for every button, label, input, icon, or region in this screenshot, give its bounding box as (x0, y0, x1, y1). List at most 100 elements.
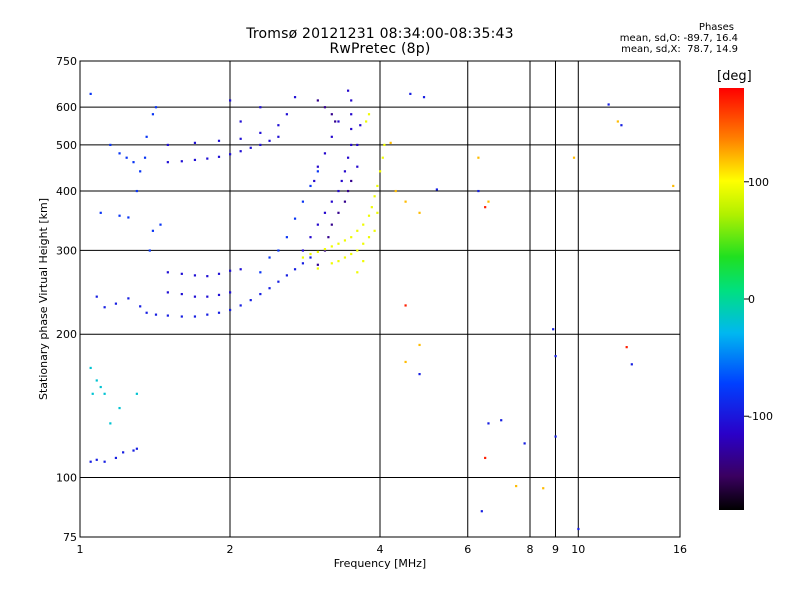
data-point-o_trace_high (166, 291, 169, 294)
data-point-o_trace_low (166, 314, 169, 317)
data-point-o_trace_dense (356, 165, 359, 168)
data-point-scattered (394, 189, 397, 193)
data-point-x_trace (373, 195, 376, 198)
data-point-x_trace (362, 223, 365, 226)
data-point-o_trace_mid (277, 249, 280, 252)
data-point-scattered_cyan (135, 392, 138, 395)
data-points (89, 89, 675, 531)
data-point-x_trace (373, 229, 376, 232)
y-axis-ticks: 75 100 200 300 400 500 600 750 (56, 55, 77, 544)
data-point-scattered_blue (500, 419, 503, 422)
data-point-x_trace (343, 256, 347, 259)
data-point-o_trace_low (277, 280, 280, 283)
data-point-scattered_cyan (118, 406, 121, 410)
data-point-scattered (477, 156, 480, 159)
data-point-o_trace_high (239, 150, 242, 153)
data-point-o_trace_mid (259, 271, 262, 274)
data-point-scattered_blue (552, 328, 555, 331)
data-point-o_trace_low (95, 295, 98, 298)
data-point-o_trace_low (122, 451, 125, 454)
y-tick-label: 400 (56, 185, 77, 198)
data-point-o_trace_low (180, 315, 183, 318)
data-point-scattered_cyan (95, 379, 98, 382)
y-tick-label: 300 (56, 244, 77, 257)
data-point-o_trace_low (293, 268, 297, 271)
data-point-o_trace_mid (127, 216, 130, 219)
data-point-o_trace_high (259, 143, 262, 147)
data-point-o_trace_high (239, 268, 242, 271)
data-point-o_trace_high (259, 106, 262, 109)
chart-title: Tromsø 20121231 08:34:00-08:35:43 (246, 26, 514, 42)
data-point-scattered_cyan (89, 366, 92, 370)
colorbar-tick-label: 0 (748, 293, 755, 306)
data-point-scattered_red (484, 456, 487, 460)
data-point-x_trace (362, 242, 365, 245)
data-point-o_trace_dense (346, 89, 350, 92)
data-point-scattered_blue (523, 442, 526, 445)
x-tick-label: 1 (77, 543, 84, 556)
data-point-o_trace_mid (159, 223, 162, 226)
y-axis-label: Stationary phase Virtual Height [km] (37, 198, 50, 400)
data-point-o_trace_high (166, 161, 169, 164)
data-point-o_trace_dense (350, 113, 353, 116)
data-point-o_trace_violet (323, 249, 327, 252)
data-point-o_trace_high (217, 272, 221, 275)
data-point-x_trace (323, 248, 327, 251)
data-point-o_trace_mid (139, 170, 142, 173)
data-point-scattered_blue (630, 363, 633, 366)
data-point-scattered_blue (435, 188, 438, 191)
phase-stats-o-mode: mean, sd,O: -89.7, 16.4 (619, 33, 738, 44)
data-point-o_trace_violet (327, 236, 330, 239)
data-point-o_trace_mid (151, 113, 155, 116)
data-point-x_trace (316, 267, 319, 270)
data-point-o_trace_dense (301, 249, 305, 252)
data-point-o_trace_dense (316, 223, 319, 226)
data-point-scattered_blue (422, 96, 426, 99)
data-point-x_trace (362, 260, 365, 263)
data-point-o_trace_high (180, 160, 183, 163)
data-point-o_trace_high (277, 124, 280, 127)
data-point-o_trace_violet (330, 223, 333, 226)
data-point-o_trace_high (217, 139, 221, 142)
data-point-scattered_blue (477, 189, 480, 193)
data-point-o_trace_high (268, 139, 271, 142)
data-point-scattered_cyan (99, 385, 102, 389)
data-point-x_trace (356, 249, 359, 252)
data-point-o_trace_dense (359, 124, 362, 127)
x-tick-label: 6 (464, 543, 471, 556)
data-point-o_trace_violet (330, 113, 333, 116)
data-point-o_trace_high (166, 271, 169, 274)
data-point-scattered_blue (487, 422, 490, 425)
data-point-o_trace_low (103, 460, 106, 463)
data-point-o_trace_dense (356, 143, 359, 147)
data-point-o_trace_high (206, 157, 209, 160)
data-point-o_trace_high (206, 275, 209, 278)
colorbar-tick-label: 100 (748, 176, 769, 189)
data-point-o_trace_mid (118, 214, 121, 217)
y-tick-label: 200 (56, 328, 77, 341)
data-point-o_trace_dense (330, 135, 333, 138)
data-point-o_trace_mid (143, 156, 147, 159)
data-point-o_trace_low (239, 304, 242, 307)
data-point-scattered_red (404, 304, 407, 307)
data-point-scattered_blue (577, 527, 580, 531)
data-point-o_trace_dense (330, 200, 333, 203)
data-point-o_trace_low (135, 447, 138, 450)
y-tick-label: 100 (56, 472, 77, 485)
colorbar-label: [deg] (717, 69, 752, 84)
x-tick-label: 8 (527, 543, 534, 556)
data-point-o_trace_high (285, 113, 288, 116)
data-point-o_trace_high (193, 141, 197, 144)
data-point-o_trace_high (229, 269, 232, 272)
data-point-x_trace (376, 211, 379, 214)
data-point-scattered_red (484, 206, 487, 209)
data-point-o_trace_high (239, 137, 242, 140)
x-axis-label: Frequency [MHz] (334, 557, 426, 570)
data-point-scattered (418, 211, 421, 214)
data-point-o_trace_high (217, 155, 221, 158)
data-point-o_trace_violet (316, 263, 319, 266)
data-point-x_trace (379, 170, 382, 173)
data-point-o_trace_high (193, 295, 197, 298)
data-point-o_trace_low (145, 311, 148, 314)
data-point-o_trace_low (95, 458, 98, 461)
